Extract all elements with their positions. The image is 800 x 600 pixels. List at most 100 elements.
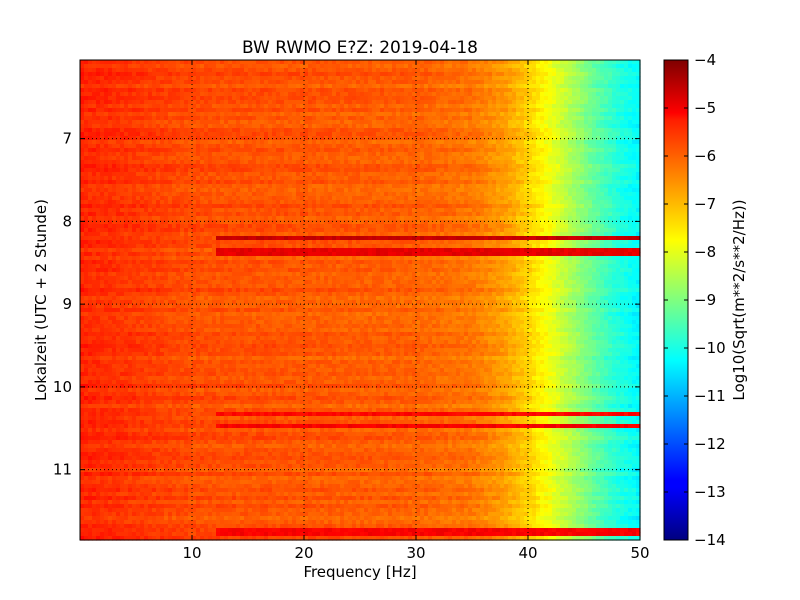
heatmap-cell [244, 72, 249, 77]
heatmap-cell [468, 96, 473, 101]
heatmap-cell [460, 184, 465, 189]
heatmap-cell [168, 140, 173, 145]
heatmap-cell [616, 72, 621, 77]
heatmap-cell [200, 96, 205, 101]
heatmap-cell [308, 176, 313, 181]
heatmap-cell [628, 88, 633, 93]
heatmap-cell [520, 116, 525, 121]
heatmap-cell [224, 140, 229, 145]
heatmap-cell [548, 164, 553, 169]
heatmap-cell [312, 188, 317, 193]
heatmap-cell [224, 124, 229, 129]
heatmap-cell [168, 100, 173, 105]
heatmap-cell [428, 116, 433, 121]
heatmap-cell [452, 100, 457, 105]
heatmap-cell [580, 168, 585, 173]
heatmap-cell [416, 200, 421, 205]
heatmap-cell [316, 68, 321, 73]
heatmap-cell [548, 168, 553, 173]
heatmap-cell [584, 104, 589, 109]
heatmap-cell [176, 72, 181, 77]
heatmap-cell [468, 104, 473, 109]
heatmap-cell [556, 136, 561, 141]
heatmap-cell [112, 140, 117, 145]
heatmap-cell [452, 108, 457, 113]
heatmap-cell [340, 76, 345, 81]
heatmap-cell [588, 136, 593, 141]
heatmap-cell [536, 164, 541, 169]
heatmap-cell [312, 144, 317, 149]
heatmap-cell [400, 192, 405, 197]
heatmap-cell [552, 164, 557, 169]
heatmap-cell [480, 128, 485, 133]
heatmap-cell [596, 76, 601, 81]
heatmap-cell [628, 156, 633, 161]
heatmap-cell [628, 116, 633, 121]
heatmap-cell [104, 76, 109, 81]
heatmap-cell [444, 180, 449, 185]
heatmap-cell [268, 192, 273, 197]
heatmap-cell [344, 132, 349, 137]
heatmap-cell [108, 144, 113, 149]
heatmap-cell [188, 68, 193, 73]
heatmap-cell [596, 112, 601, 117]
heatmap-cell [448, 164, 453, 169]
heatmap-cell [100, 176, 105, 181]
heatmap-cell [288, 160, 293, 165]
heatmap-cell [568, 92, 573, 97]
heatmap-cell [220, 148, 225, 153]
heatmap-cell [244, 96, 249, 101]
heatmap-cell [604, 152, 609, 157]
heatmap-cell [476, 136, 481, 141]
heatmap-cell [592, 72, 597, 77]
heatmap-cell [300, 172, 305, 177]
heatmap-cell [564, 128, 569, 133]
heatmap-cell [568, 88, 573, 93]
heatmap-cell [340, 148, 345, 153]
heatmap-cell [392, 128, 397, 133]
heatmap-cell [196, 140, 201, 145]
heatmap-cell [276, 128, 281, 133]
heatmap-cell [472, 116, 477, 121]
heatmap-cell [296, 132, 301, 137]
heatmap-cell [124, 124, 129, 129]
heatmap-cell [560, 116, 565, 121]
heatmap-cell [568, 76, 573, 81]
heatmap-cell [408, 200, 413, 205]
heatmap-cell [564, 132, 569, 137]
heatmap-cell [444, 96, 449, 101]
heatmap-cell [476, 100, 481, 105]
heatmap-cell [192, 64, 197, 69]
heatmap-cell [420, 152, 425, 157]
heatmap-cell [560, 152, 565, 157]
heatmap-cell [496, 108, 501, 113]
heatmap-cell [288, 80, 293, 85]
heatmap-cell [508, 124, 513, 129]
heatmap-cell [140, 156, 145, 161]
heatmap-cell [596, 188, 601, 193]
heatmap-cell [292, 168, 297, 173]
heatmap-cell [420, 188, 425, 193]
heatmap-cell [144, 148, 149, 153]
heatmap-cell [512, 180, 517, 185]
heatmap-cell [168, 92, 173, 97]
heatmap-cell [480, 192, 485, 197]
heatmap-cell [416, 120, 421, 125]
heatmap-cell [300, 148, 305, 153]
heatmap-cell [340, 80, 345, 85]
heatmap-cell [528, 164, 533, 169]
heatmap-cell [528, 96, 533, 101]
heatmap-cell [364, 192, 369, 197]
heatmap-cell [144, 132, 149, 137]
heatmap-cell [320, 156, 325, 161]
heatmap-cell [520, 64, 525, 69]
heatmap-cell [612, 80, 617, 85]
heatmap-cell [496, 60, 501, 65]
heatmap-cell [444, 60, 449, 65]
heatmap-cell [224, 152, 229, 157]
heatmap-cell [584, 68, 589, 73]
heatmap-cell [184, 96, 189, 101]
heatmap-cell [524, 116, 529, 121]
heatmap-cell [260, 160, 265, 165]
heatmap-cell [628, 180, 633, 185]
